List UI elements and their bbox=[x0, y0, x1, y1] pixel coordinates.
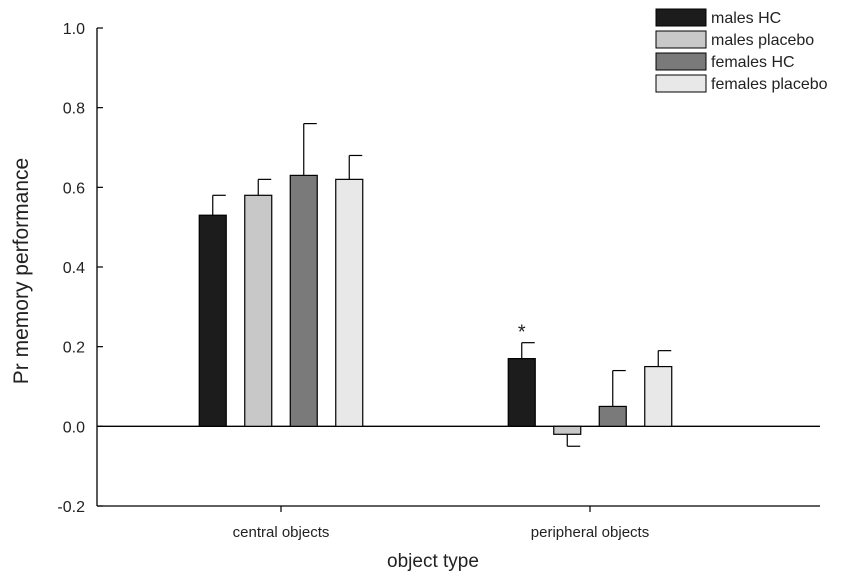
legend-label: females placebo bbox=[711, 76, 828, 93]
y-tick-label: 0.6 bbox=[63, 180, 85, 197]
legend: males HC males placebo females HC females p… bbox=[655, 8, 828, 93]
y-tick-label: 0.2 bbox=[63, 340, 85, 357]
x-tick-label: peripheral objects bbox=[531, 524, 649, 541]
y-tick-label: -0.2 bbox=[57, 499, 85, 516]
y-tick-label: 0.0 bbox=[63, 419, 85, 436]
legend-swatch bbox=[655, 8, 707, 27]
y-axis-label: Pr memory performance bbox=[10, 158, 33, 384]
y-tick-label: 0.4 bbox=[63, 260, 85, 277]
y-tick-label: 0.8 bbox=[63, 101, 85, 118]
legend-label: males placebo bbox=[711, 32, 814, 49]
bar bbox=[289, 174, 318, 427]
bar bbox=[598, 405, 627, 427]
legend-swatch bbox=[655, 52, 707, 71]
x-tick-label: central objects bbox=[233, 524, 330, 541]
bar bbox=[198, 214, 227, 427]
bar bbox=[553, 425, 582, 435]
x-axis-label: object type bbox=[387, 551, 479, 571]
legend-swatch bbox=[655, 74, 707, 93]
legend-label: males HC bbox=[711, 10, 781, 27]
bars: * bbox=[198, 122, 673, 447]
axes: -0.2 0.0 0.2 0.4 0.6 0.8 1.0 central objects per… bbox=[57, 21, 820, 541]
bar bbox=[507, 358, 536, 427]
significance-marker: * bbox=[518, 322, 526, 344]
bar bbox=[335, 178, 364, 427]
y-tick-label: 1.0 bbox=[63, 21, 85, 38]
bar bbox=[644, 365, 673, 427]
legend-label: females HC bbox=[711, 54, 795, 71]
bar bbox=[244, 194, 273, 427]
legend-swatch bbox=[655, 30, 707, 49]
